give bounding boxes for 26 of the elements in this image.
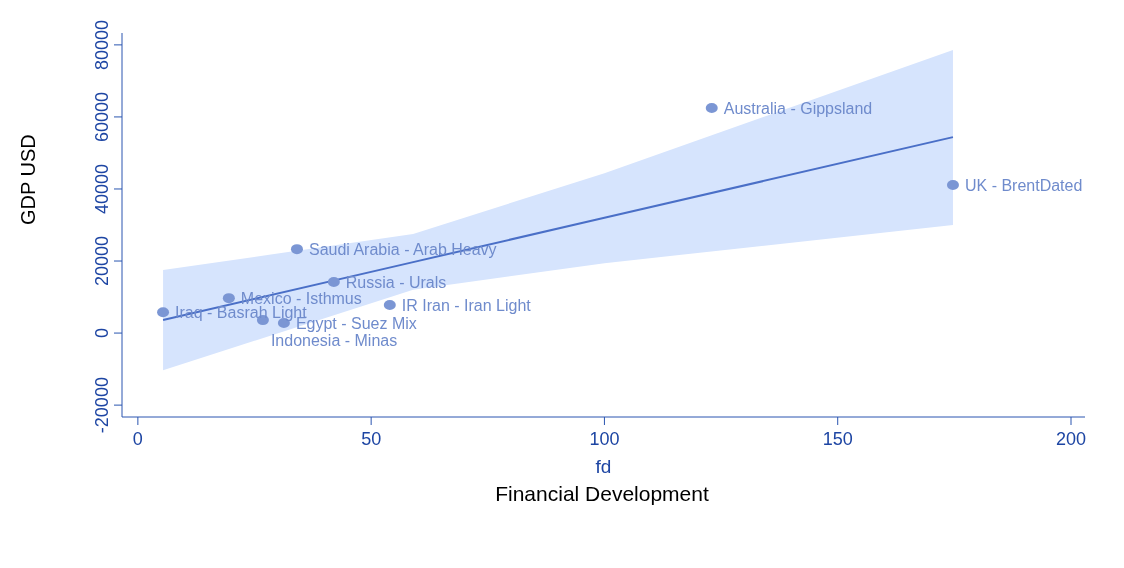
point <box>157 307 170 318</box>
annotation: Australia - Gippsland <box>723 99 873 117</box>
point <box>383 299 396 310</box>
x-tick-label: 100 <box>589 429 620 449</box>
y-tick-label: 60000 <box>92 91 112 142</box>
point <box>290 244 303 255</box>
annotation: IR Iran - Iran Light <box>401 296 532 314</box>
y-tick-label: -20000 <box>92 377 112 434</box>
y-tick-label: 0 <box>92 328 112 339</box>
y-tick-label: 20000 <box>92 235 112 287</box>
x-tick-label: 0 <box>132 429 143 449</box>
x-tick-label: 200 <box>1055 429 1087 449</box>
annotation: Indonesia - Minas <box>270 332 398 350</box>
y-axis-title: GDP USD <box>17 134 40 225</box>
point <box>327 276 340 287</box>
x-tick-label: 50 <box>361 429 382 449</box>
point <box>705 102 718 113</box>
point <box>946 180 959 191</box>
x-tick-label: 150 <box>822 429 853 449</box>
y-tick-label: 80000 <box>92 19 112 70</box>
point <box>222 293 235 304</box>
x-axis-title: fd <box>595 456 612 477</box>
annotation: Russia - Urals <box>345 273 447 291</box>
y-tick-label: 40000 <box>92 163 112 215</box>
annotation: UK - BrentDated <box>964 177 1083 195</box>
text: Financial Development <box>494 482 710 506</box>
